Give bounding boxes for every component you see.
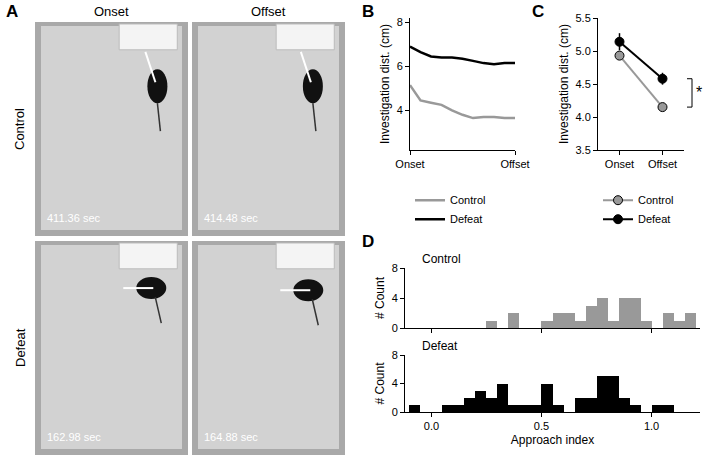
svg-text:5.5: 5.5 bbox=[576, 12, 591, 24]
svg-text:5.0: 5.0 bbox=[576, 45, 591, 57]
svg-text:Investigation dist. (cm): Investigation dist. (cm) bbox=[378, 24, 392, 144]
svg-text:8: 8 bbox=[397, 16, 403, 28]
svg-text:8: 8 bbox=[392, 349, 398, 361]
svg-text:Onset: Onset bbox=[605, 158, 634, 170]
svg-text:Approach index: Approach index bbox=[511, 433, 594, 447]
svg-text:Defeat: Defeat bbox=[638, 213, 670, 225]
svg-text:Onset: Onset bbox=[395, 158, 424, 170]
svg-text:0: 0 bbox=[392, 406, 398, 418]
svg-text:162.98 sec: 162.98 sec bbox=[47, 431, 101, 443]
svg-text:Offset: Offset bbox=[500, 158, 529, 170]
svg-text:0: 0 bbox=[392, 322, 398, 334]
svg-text:8: 8 bbox=[392, 262, 398, 274]
svg-text:Control: Control bbox=[12, 108, 27, 150]
svg-text:Control: Control bbox=[450, 194, 485, 206]
svg-text:3.5: 3.5 bbox=[576, 144, 591, 156]
svg-text:Defeat: Defeat bbox=[422, 339, 458, 353]
svg-text:164.88 sec: 164.88 sec bbox=[204, 431, 258, 443]
svg-text:0.0: 0.0 bbox=[424, 420, 439, 432]
svg-text:411.36 sec: 411.36 sec bbox=[47, 212, 101, 224]
svg-text:4: 4 bbox=[392, 292, 398, 304]
svg-text:Control: Control bbox=[638, 194, 673, 206]
svg-text:Onset: Onset bbox=[94, 4, 129, 19]
svg-text:D: D bbox=[362, 232, 374, 251]
svg-text:A: A bbox=[6, 2, 18, 21]
svg-text:Offset: Offset bbox=[648, 158, 677, 170]
svg-text:Defeat: Defeat bbox=[13, 328, 28, 367]
svg-text:414.48 sec: 414.48 sec bbox=[204, 212, 258, 224]
svg-text:Offset: Offset bbox=[251, 4, 286, 19]
svg-text:4: 4 bbox=[392, 377, 398, 389]
svg-text:4: 4 bbox=[397, 104, 403, 116]
svg-text:1.0: 1.0 bbox=[644, 420, 659, 432]
svg-text:C: C bbox=[532, 2, 544, 21]
svg-text:B: B bbox=[362, 2, 374, 21]
svg-text:*: * bbox=[696, 84, 702, 101]
svg-text:# Count: # Count bbox=[373, 276, 387, 319]
svg-text:4.0: 4.0 bbox=[576, 111, 591, 123]
svg-text:Control: Control bbox=[422, 252, 461, 266]
svg-text:6: 6 bbox=[397, 60, 403, 72]
svg-text:Investigation dist. (cm): Investigation dist. (cm) bbox=[557, 24, 571, 144]
svg-text:Defeat: Defeat bbox=[450, 213, 482, 225]
svg-text:4.5: 4.5 bbox=[576, 78, 591, 90]
svg-text:0.5: 0.5 bbox=[534, 420, 549, 432]
svg-text:# Count: # Count bbox=[373, 362, 387, 405]
